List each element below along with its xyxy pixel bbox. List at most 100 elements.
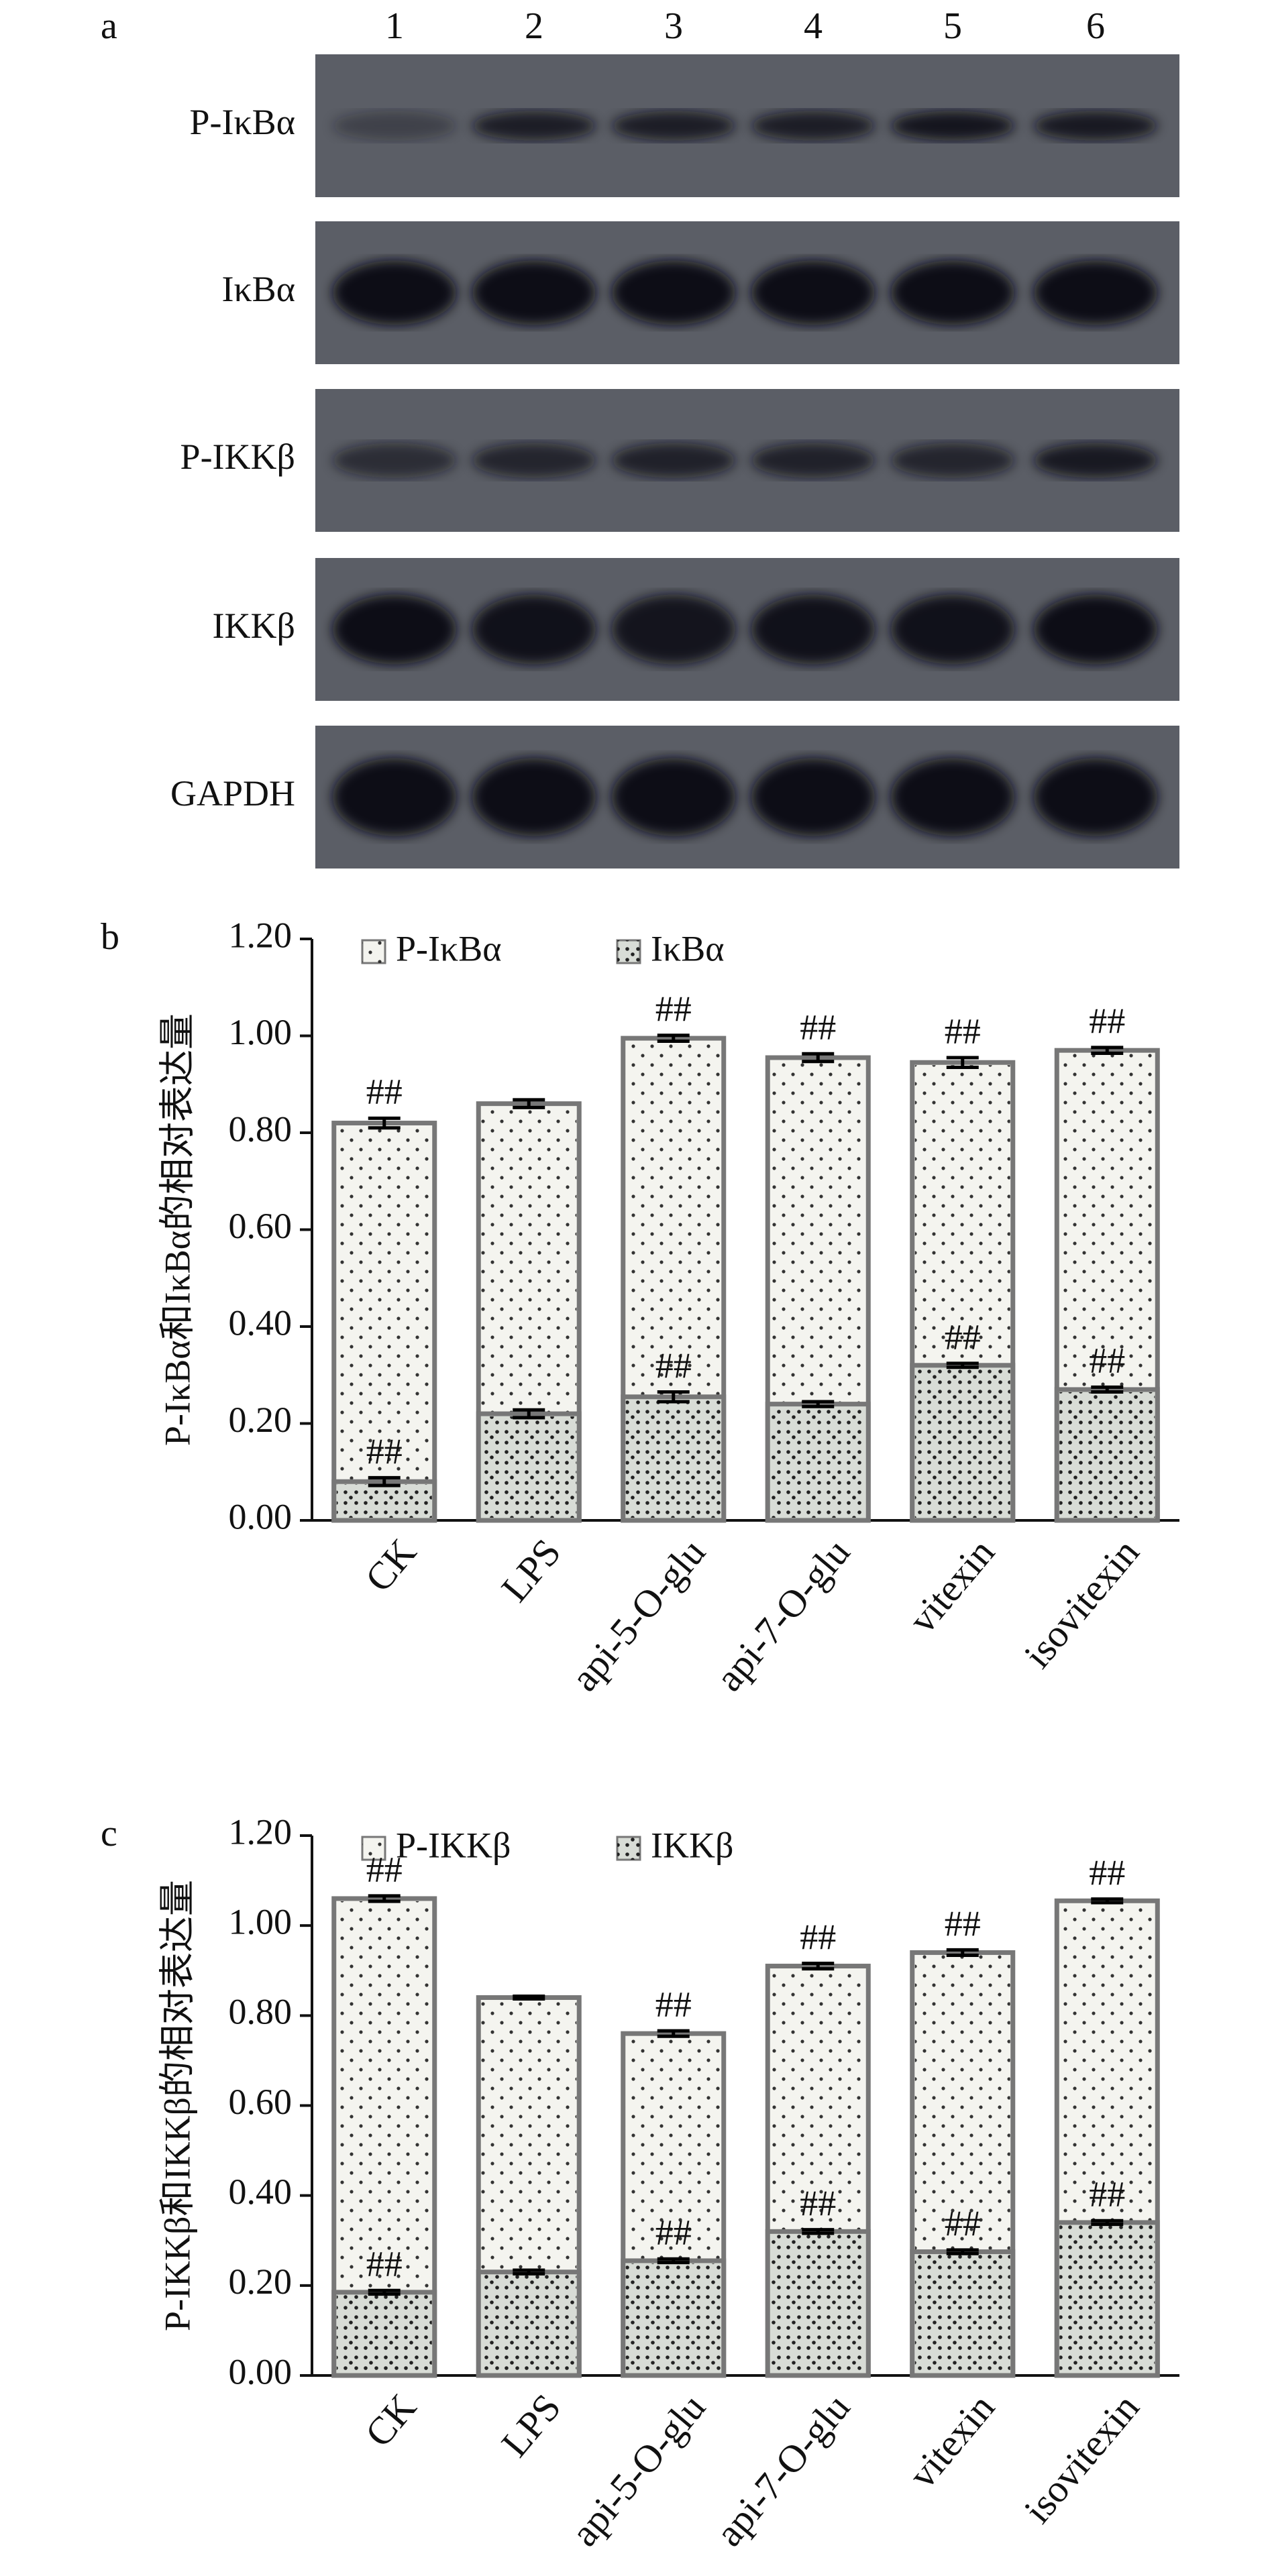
legend-label: IκBα: [651, 928, 725, 968]
y-tick-label: 0.40: [229, 2172, 293, 2212]
error-bar: [513, 2268, 545, 2276]
lane-label: 1: [385, 5, 404, 47]
blot-band: [751, 594, 875, 665]
significance-label: ##: [655, 2213, 692, 2253]
bar-pattern: [481, 2274, 577, 2373]
error-bar: [657, 2029, 690, 2038]
blot-band: [472, 111, 596, 141]
significance-label: ##: [800, 1917, 836, 1957]
blot-band: [612, 260, 735, 325]
lane-label: 2: [525, 5, 543, 47]
blot-band: [333, 260, 456, 325]
blot-band: [1034, 443, 1157, 478]
blot-band: [333, 594, 456, 665]
error-bar: [368, 1894, 401, 1903]
x-tick-label: LPS: [492, 1530, 569, 1610]
error-bar: [513, 1994, 545, 2001]
bar-pattern: [481, 1416, 577, 1518]
y-tick-label: 0.00: [229, 2351, 293, 2392]
y-axis-label: P-IKKβ和IKKβ的相对表达量: [157, 1880, 197, 2331]
blot-row-label: IκBα: [221, 269, 295, 309]
lane-label: 3: [664, 5, 683, 47]
y-tick-label: 1.00: [229, 1902, 293, 1942]
bar-pattern: [336, 2294, 432, 2373]
blot-band: [333, 443, 456, 478]
significance-label: ##: [655, 1345, 692, 1386]
x-tick-label: LPS: [492, 2386, 569, 2465]
error-bar: [368, 1116, 401, 1130]
legend-swatch-pattern: [362, 940, 385, 963]
x-tick-label: api-5-O-glu: [562, 2386, 714, 2555]
y-tick-label: 1.00: [229, 1012, 293, 1052]
bar-pattern: [625, 1399, 721, 1518]
error-bar: [802, 2228, 835, 2235]
y-tick-label: 1.20: [229, 1811, 293, 1852]
legend-label: P-IκBα: [396, 928, 502, 968]
error-bar: [802, 1400, 835, 1408]
significance-label: ##: [1089, 1341, 1125, 1381]
blot-row-label: P-IκBα: [189, 102, 295, 142]
lane-label: 5: [943, 5, 962, 47]
blot-band: [751, 443, 875, 478]
error-bar: [1091, 1046, 1124, 1056]
blot-band: [472, 594, 596, 665]
error-bar: [802, 1052, 835, 1064]
blot-band: [1034, 260, 1157, 325]
blot-band: [751, 758, 875, 836]
blot-band: [751, 260, 875, 325]
blot-band: [891, 443, 1014, 478]
blot-band: [333, 758, 456, 836]
x-tick-label: api-5-O-glu: [562, 1530, 714, 1699]
error-bar: [657, 1390, 690, 1404]
blot-row-label: P-IKKβ: [180, 437, 295, 477]
lane-label: 4: [804, 5, 823, 47]
legend-swatch-pattern: [617, 940, 640, 963]
bar-pattern: [1059, 1392, 1155, 1518]
blot-band: [333, 111, 456, 141]
legend-swatch-pattern: [617, 1837, 640, 1860]
significance-label: ##: [1089, 2174, 1125, 2215]
y-tick-label: 0.60: [229, 1206, 293, 1246]
error-bar: [946, 1948, 979, 1957]
lane-label: 6: [1086, 5, 1105, 47]
y-tick-label: 0.20: [229, 1400, 293, 1440]
x-tick-label: isovitexin: [1016, 1530, 1148, 1676]
y-tick-label: 0.20: [229, 2261, 293, 2302]
significance-label: ##: [945, 1011, 981, 1051]
bar-pattern: [770, 2234, 866, 2373]
error-bar: [368, 2288, 401, 2296]
blot-band: [472, 260, 596, 325]
y-tick-label: 1.20: [229, 915, 293, 955]
significance-label: ##: [655, 1984, 692, 2025]
x-tick-label: vitexin: [900, 2386, 1003, 2496]
bar-pattern: [336, 1125, 432, 1518]
significance-label: ##: [366, 1849, 403, 1889]
significance-label: ##: [945, 1317, 981, 1357]
bar-pattern: [914, 1367, 1010, 1518]
significance-label: ##: [366, 2244, 403, 2284]
blot-band: [1034, 594, 1157, 665]
blot-band: [891, 260, 1014, 325]
significance-label: ##: [655, 989, 692, 1029]
significance-label: ##: [800, 1007, 836, 1048]
blot-row-label: IKKβ: [213, 606, 295, 646]
error-bar: [513, 1098, 545, 1109]
x-tick-label: vitexin: [900, 1530, 1003, 1641]
error-bar: [946, 2248, 979, 2255]
blot-band: [472, 758, 596, 836]
significance-label: ##: [945, 1903, 981, 1944]
blot-band: [612, 758, 735, 836]
significance-label: ##: [1089, 1852, 1125, 1893]
x-tick-label: api-7-O-glu: [707, 1530, 859, 1699]
bar-pattern: [625, 2263, 721, 2373]
error-bar: [657, 2257, 690, 2265]
significance-label: ##: [945, 2203, 981, 2243]
error-bar: [1091, 2219, 1124, 2227]
blot-band: [472, 443, 596, 478]
bar-pattern: [336, 1484, 432, 1518]
error-bar: [513, 1408, 545, 1420]
bar-pattern: [914, 2254, 1010, 2373]
blot-band: [1034, 111, 1157, 141]
bar-pattern: [1059, 2225, 1155, 2373]
